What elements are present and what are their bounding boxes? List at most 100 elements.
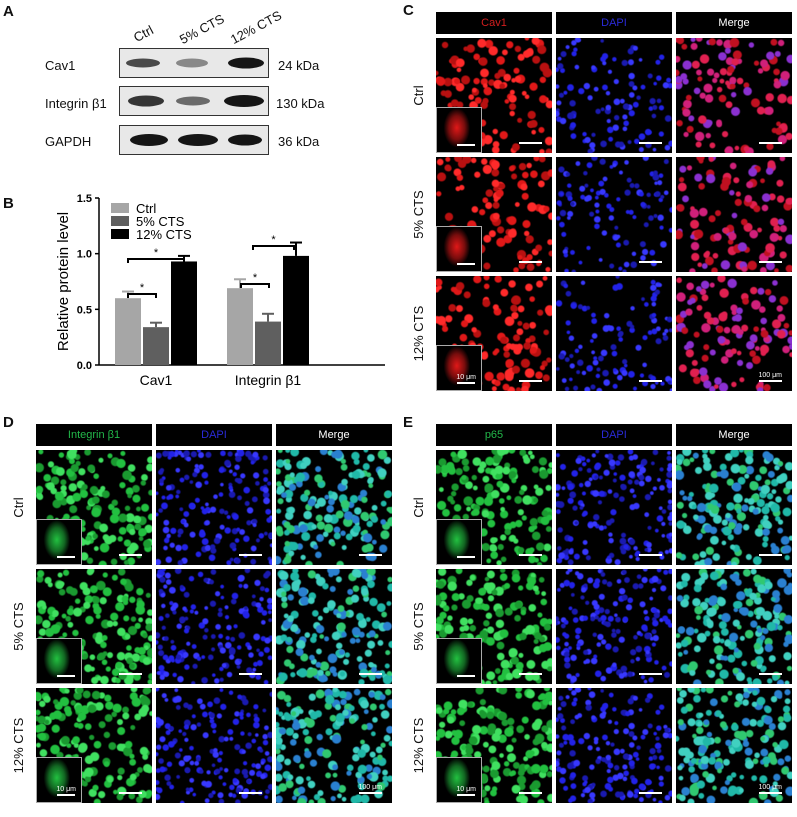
scale-bar <box>519 792 542 794</box>
scale-bar <box>639 142 662 144</box>
scale-bar <box>759 142 782 144</box>
inset-scale-bar <box>57 675 75 677</box>
scale-label: 100 μm <box>358 784 383 791</box>
micrograph-merge <box>276 450 392 565</box>
significance-bracket <box>127 293 157 298</box>
micrograph-marker: 10 μm <box>436 276 552 391</box>
scale-bar <box>239 554 262 556</box>
scale-bar <box>119 673 142 675</box>
inset-zoom <box>36 638 82 684</box>
scale-bar <box>759 554 782 556</box>
micrograph-marker <box>36 569 152 684</box>
band <box>178 134 218 146</box>
channel-header-merge: Merge <box>676 424 792 446</box>
panel-letter-c: C <box>403 2 414 19</box>
condition-label: 12% CTS <box>410 305 426 361</box>
inset-zoom: 10 μm <box>436 345 482 391</box>
band <box>176 96 210 106</box>
scale-bar <box>759 792 782 794</box>
micrograph-merge: 100 μm <box>676 276 792 391</box>
micrograph-marker <box>436 157 552 272</box>
legend-label: 5% CTS <box>136 214 185 229</box>
channel-header-cav1: Cav1 <box>436 12 552 34</box>
condition-label: 5% CTS <box>410 601 426 651</box>
scale-bar <box>639 673 662 675</box>
band <box>126 58 160 68</box>
blot-band-row <box>119 86 269 116</box>
condition-label: Ctrl <box>10 496 26 518</box>
y-tick-label: 1.5 <box>77 193 92 205</box>
micrograph-marker <box>36 450 152 565</box>
scale-bar <box>759 261 782 263</box>
bar <box>115 298 141 365</box>
scale-bar <box>519 261 542 263</box>
scale-bar <box>359 554 382 556</box>
scale-bar <box>519 673 542 675</box>
y-tick-label: 0.5 <box>77 304 92 316</box>
condition-label: 12% CTS <box>10 717 26 773</box>
band <box>130 134 168 146</box>
inset-zoom <box>436 107 482 153</box>
inset-scale-label: 10 μm <box>456 374 476 381</box>
micrograph-marker <box>436 450 552 565</box>
lane-label: 12% CTS <box>227 7 285 48</box>
micrograph-dapi <box>556 38 672 153</box>
inset-scale-bar <box>457 794 475 796</box>
legend-swatch <box>111 203 129 213</box>
scale-bar <box>359 792 382 794</box>
scale-bar <box>519 380 542 382</box>
bar-chart: 0.0 0.5 1.0 1.5 Relative protein level Cav1 In… <box>55 193 385 388</box>
inset-scale-bar <box>57 794 75 796</box>
channel-header-p65: p65 <box>436 424 552 446</box>
significance-star: * <box>154 247 159 259</box>
condition-label: Ctrl <box>410 496 426 518</box>
blot-band-row <box>119 125 269 155</box>
scale-bar <box>759 380 782 382</box>
channel-header-integrin-1: Integrin β1 <box>36 424 152 446</box>
panel-letter-e: E <box>403 414 414 431</box>
scale-label: 100 μm <box>758 372 783 379</box>
significance-star: * <box>271 234 276 246</box>
condition-label: Ctrl <box>410 84 426 106</box>
band <box>128 95 164 107</box>
blot-kda-label: 24 kDa <box>278 58 320 73</box>
band <box>176 58 208 68</box>
blot-band-row <box>119 48 269 78</box>
inset-scale-label: 10 μm <box>456 786 476 793</box>
micrograph-merge: 100 μm <box>676 688 792 803</box>
lane-label: 5% CTS <box>176 11 227 48</box>
channel-header-merge: Merge <box>676 12 792 34</box>
bar <box>255 321 281 365</box>
blot-kda-label: 130 kDa <box>276 96 325 111</box>
micrograph-merge <box>676 38 792 153</box>
scale-bar <box>359 673 382 675</box>
condition-label: 12% CTS <box>410 717 426 773</box>
micrograph-marker <box>436 569 552 684</box>
y-tick-label: 0.0 <box>77 360 92 372</box>
inset-zoom <box>436 638 482 684</box>
inset-scale-bar <box>457 144 475 146</box>
scale-label: 100 μm <box>758 784 783 791</box>
scale-bar <box>519 142 542 144</box>
micrograph-dapi <box>556 157 672 272</box>
significance-bracket <box>240 283 270 288</box>
panel-letter-b: B <box>3 195 14 212</box>
blot-kda-label: 36 kDa <box>278 134 320 149</box>
inset-scale-bar <box>457 675 475 677</box>
micrograph-dapi <box>156 688 272 803</box>
inset-zoom <box>436 226 482 272</box>
scale-bar <box>639 554 662 556</box>
scale-bar <box>119 792 142 794</box>
inset-scale-bar <box>457 556 475 558</box>
band <box>228 57 264 69</box>
micrograph-marker: 10 μm <box>36 688 152 803</box>
lane-label: Ctrl <box>130 22 156 45</box>
channel-header-merge: Merge <box>276 424 392 446</box>
scale-bar <box>239 673 262 675</box>
bar <box>171 261 197 365</box>
bar <box>227 288 253 365</box>
micrograph-merge <box>676 450 792 565</box>
scale-bar <box>639 792 662 794</box>
scale-bar <box>119 554 142 556</box>
bar <box>283 255 309 365</box>
